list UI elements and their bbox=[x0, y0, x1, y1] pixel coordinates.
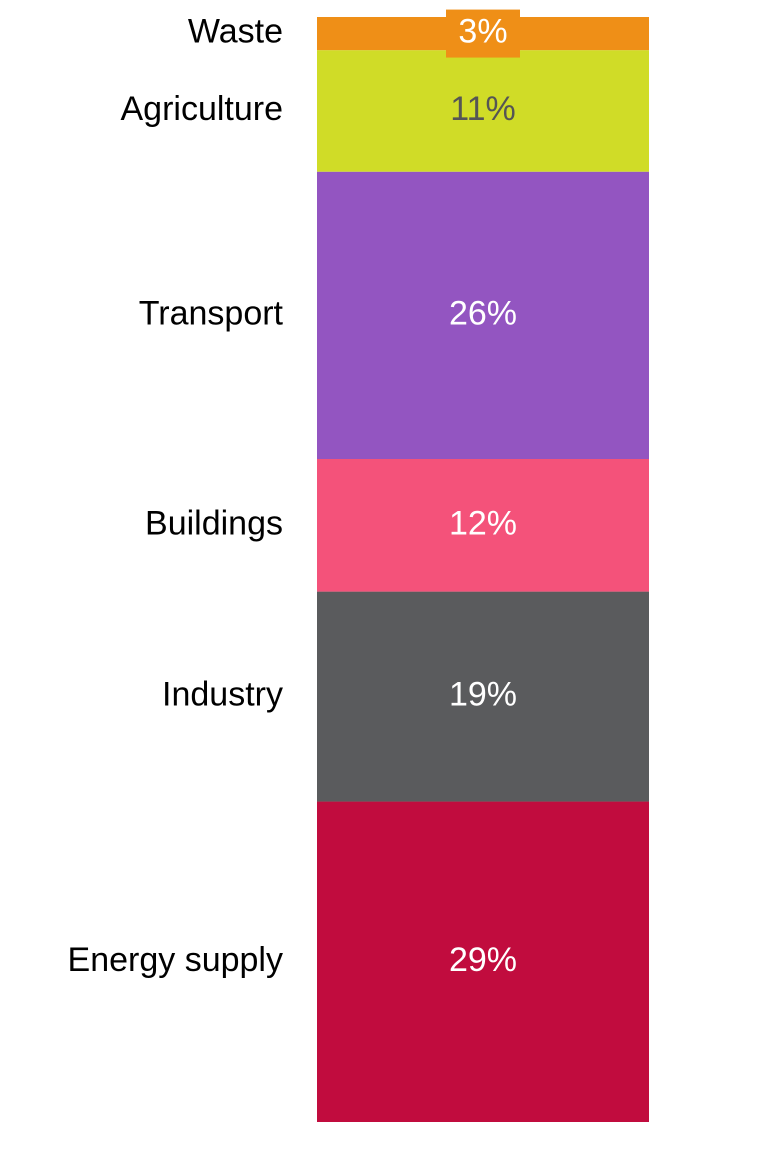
bar-segment bbox=[317, 801, 649, 1122]
bar-segment bbox=[317, 50, 649, 172]
value-label: 29% bbox=[449, 941, 517, 979]
label-background bbox=[446, 9, 520, 58]
value-label: 19% bbox=[449, 676, 517, 714]
category-label: Industry bbox=[162, 676, 283, 714]
value-label: 26% bbox=[449, 294, 517, 332]
category-label: Waste bbox=[188, 13, 283, 51]
category-label: Buildings bbox=[145, 504, 283, 542]
category-label: Agriculture bbox=[120, 90, 283, 128]
value-label: 11% bbox=[450, 90, 516, 128]
bar-segment bbox=[317, 171, 649, 459]
value-label: 3% bbox=[458, 13, 507, 51]
value-label: 12% bbox=[449, 504, 517, 542]
bar-segment bbox=[317, 591, 649, 802]
bar-segment bbox=[317, 459, 649, 592]
category-label: Transport bbox=[139, 294, 284, 332]
category-label: Energy supply bbox=[68, 941, 283, 979]
